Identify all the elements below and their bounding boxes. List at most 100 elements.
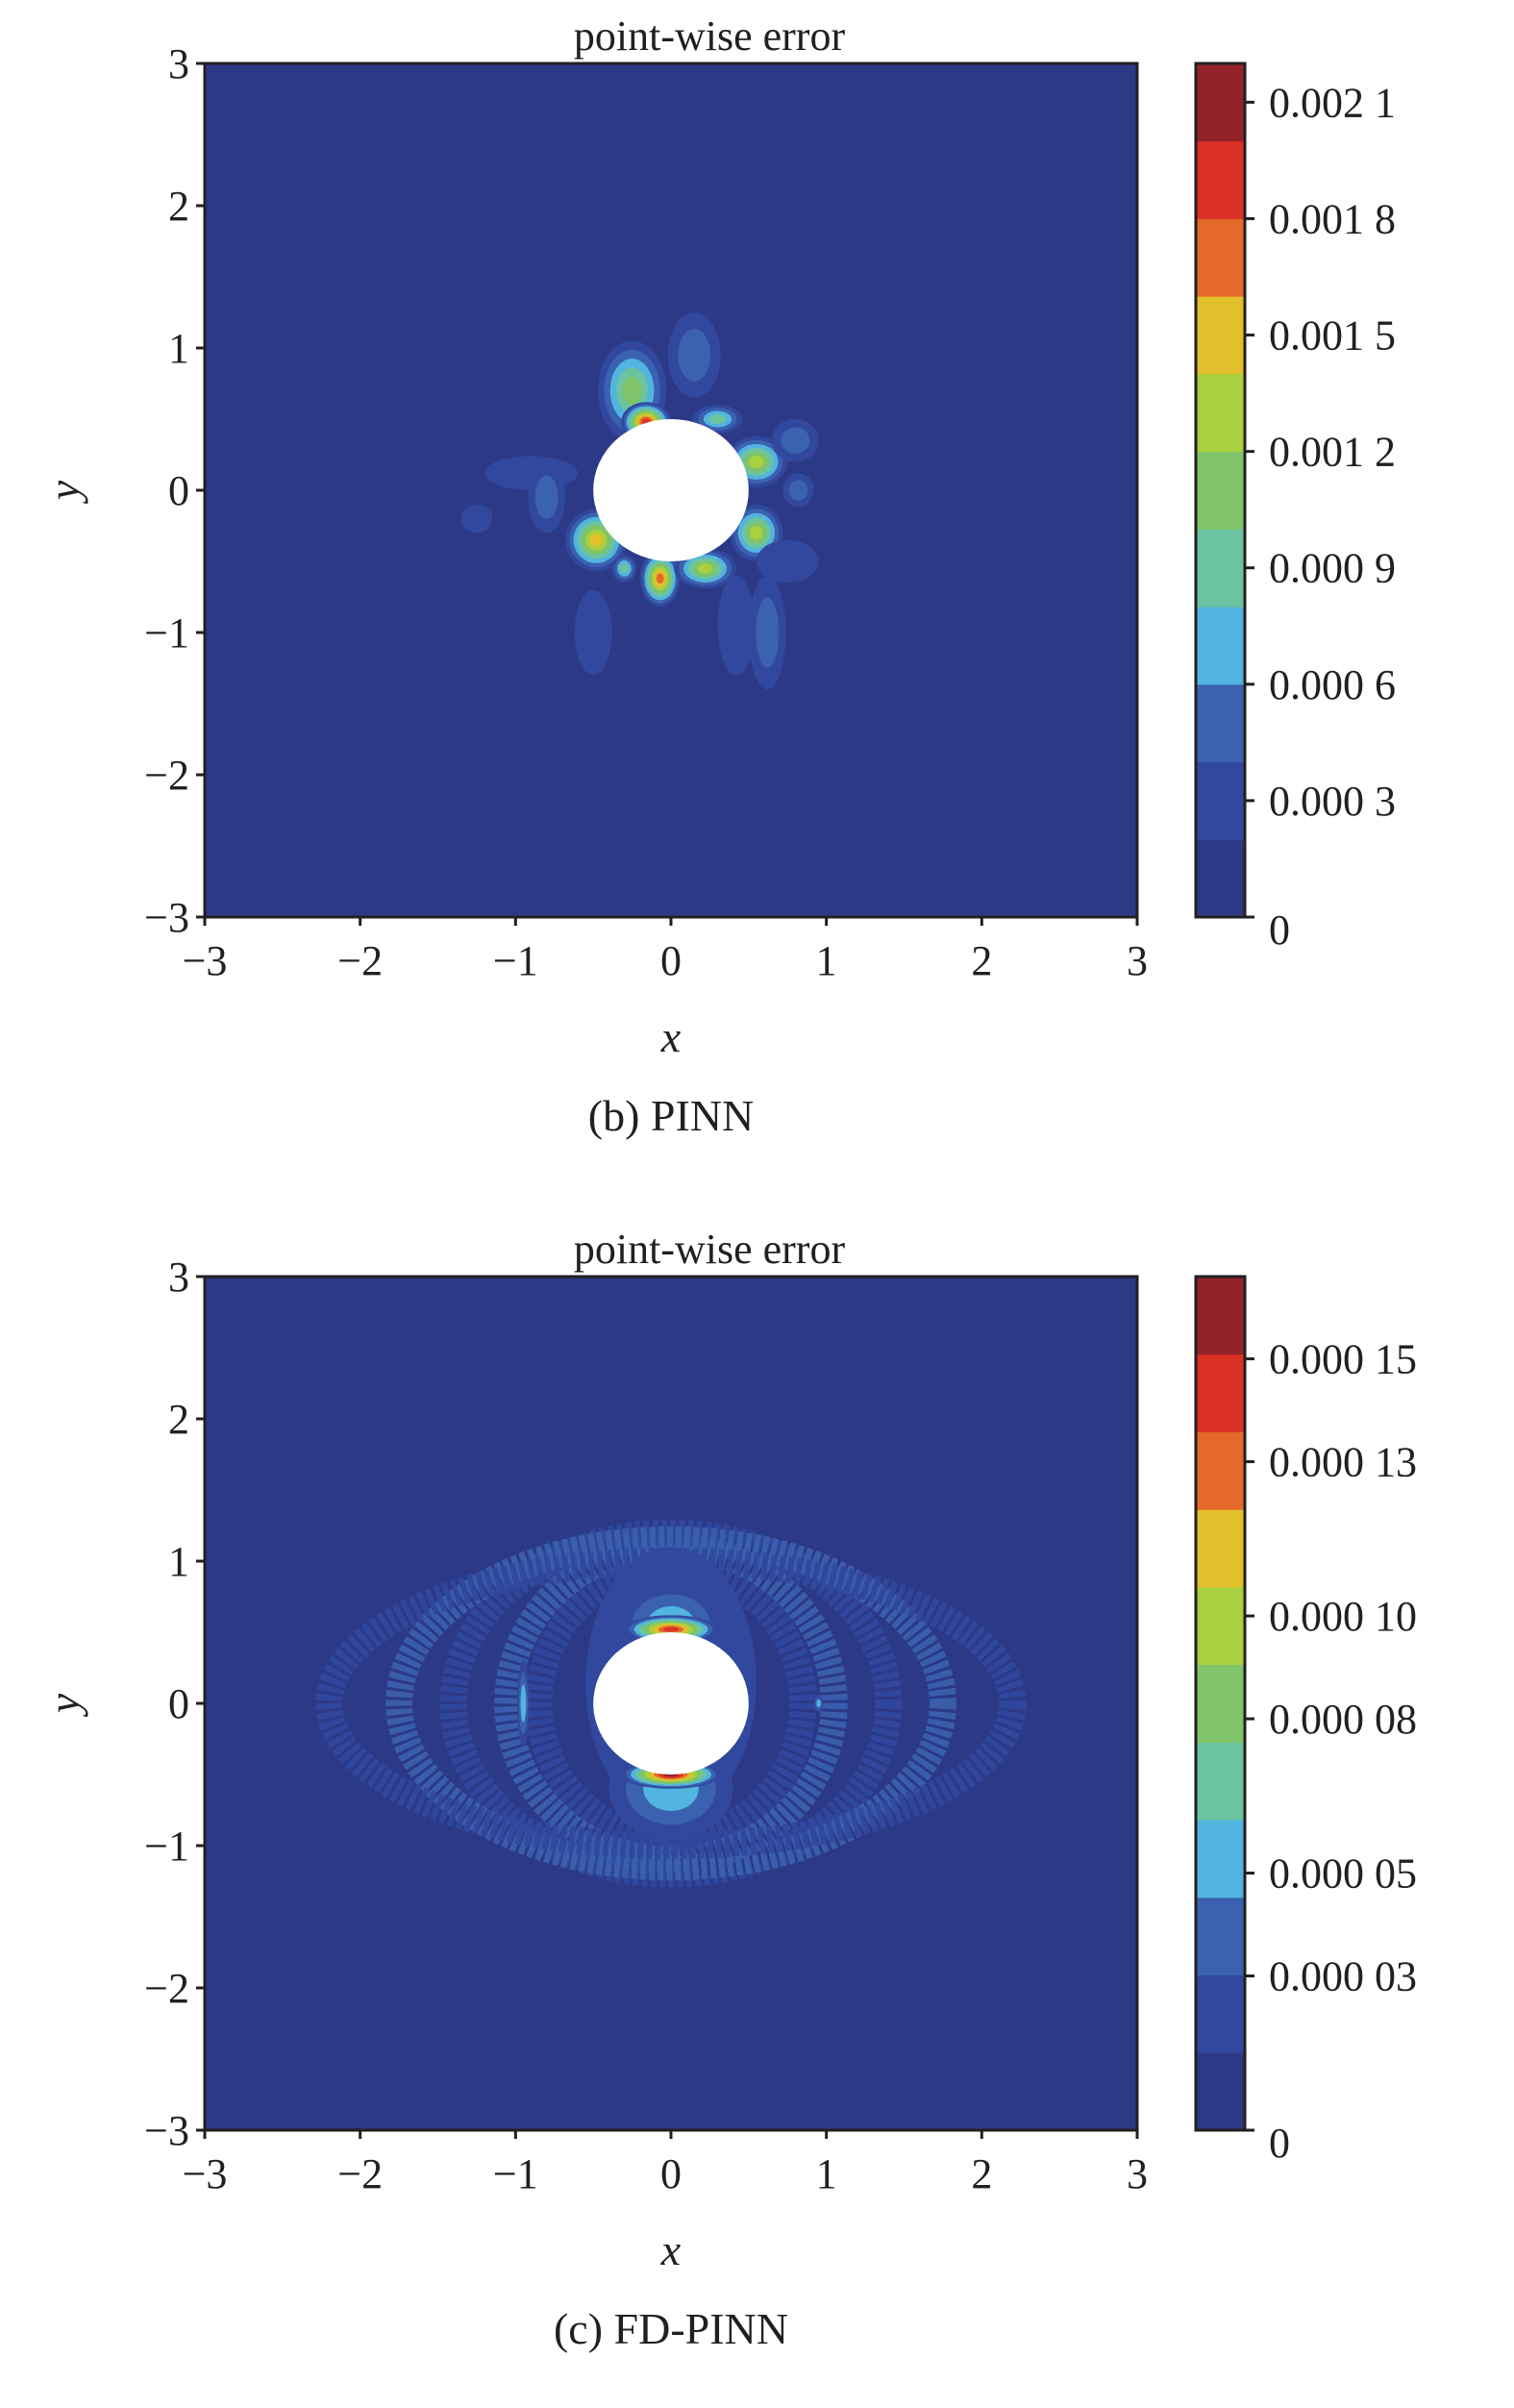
y-tick-label: −1 (144, 609, 189, 657)
colorbar-band-2 (1196, 683, 1245, 763)
colorbar-tick-label: 0.001 2 (1269, 429, 1396, 476)
colorbar-band-0 (1196, 2052, 1245, 2131)
colorbar-tick-label: 0.000 15 (1269, 1336, 1417, 1383)
error-contour-level-2 (781, 427, 810, 454)
error-contour-level-1 (717, 575, 756, 676)
chart-title: point-wise error (574, 12, 846, 60)
x-tick-label: 1 (816, 937, 837, 984)
y-axis-label: y (39, 480, 88, 504)
colorbar-band-4 (1196, 529, 1245, 608)
error-contour-level-6 (697, 563, 713, 574)
error-contour-level-5 (622, 376, 642, 406)
figure-caption: (b) PINN (588, 1091, 754, 1140)
y-tick-label: −2 (144, 1965, 189, 2012)
y-tick-label: 0 (168, 1680, 189, 1727)
colorbar-band-5 (1196, 1664, 1245, 1743)
x-tick-label: 0 (660, 937, 682, 984)
colorbar-band-6 (1196, 373, 1245, 453)
y-tick-label: 0 (168, 467, 189, 514)
colorbar-band-7 (1196, 296, 1245, 375)
colorbar-band-1 (1196, 1974, 1245, 2053)
y-tick-label: −3 (144, 2107, 189, 2154)
colorbar-band-8 (1196, 1431, 1245, 1510)
x-axis-label: x (660, 2225, 682, 2274)
chart-panel-pinn: point-wise error −3 −2 −1 0 1 2 3 −3 −2 −1 0 1 2 3 x y (b… (39, 12, 1396, 1140)
colorbar-tick-label: 0.000 3 (1269, 778, 1396, 825)
y-tick-label: 3 (168, 40, 189, 87)
error-contour-level-4 (708, 413, 727, 425)
colorbar-tick-label: 0.000 08 (1269, 1696, 1417, 1743)
y-tick-label: 2 (168, 1396, 189, 1443)
colorbar-frame (1194, 1275, 1247, 2132)
colorbar-tick-label: 0.002 1 (1269, 79, 1396, 126)
error-contour-level-7 (589, 533, 604, 547)
x-tick-label: 3 (1127, 2150, 1148, 2197)
y-tick-label: 3 (168, 1254, 189, 1301)
colorbar-tick-label: 0 (1269, 2120, 1290, 2167)
x-tick-label: 3 (1127, 937, 1148, 984)
colorbar-tick-label: 0 (1269, 906, 1290, 954)
figure-caption: (c) FD-PINN (554, 2304, 788, 2353)
colorbar-frame (1194, 62, 1247, 919)
colorbar-band-8 (1196, 218, 1245, 297)
error-contour-level-3 (520, 1684, 527, 1723)
colorbar-band-3 (1196, 607, 1245, 685)
colorbar-band-9 (1196, 140, 1245, 219)
colorbar-band-1 (1196, 761, 1245, 840)
error-ring (385, 1526, 956, 1881)
y-tick-label: −2 (144, 752, 189, 799)
colorbar-band-0 (1196, 839, 1245, 918)
x-tick-label: −3 (183, 2150, 228, 2197)
colorbar-tick-label: 0.000 05 (1269, 1850, 1417, 1898)
colorbar-band-7 (1196, 1509, 1245, 1588)
error-contour-level-2 (788, 480, 808, 501)
x-tick-label: 1 (816, 2150, 837, 2197)
error-contour-level-8 (656, 573, 664, 584)
colorbar-band-9 (1196, 1353, 1245, 1432)
y-tick-label: −3 (144, 894, 189, 941)
error-contour-level-2 (534, 475, 558, 520)
colorbar-band-10 (1196, 1277, 1245, 1355)
x-tick-label: −1 (493, 2150, 538, 2197)
y-tick-label: 2 (168, 183, 189, 230)
y-axis-label: y (39, 1693, 88, 1717)
error-contour-level-9 (662, 1626, 680, 1632)
heatmap-area (205, 1277, 1137, 2130)
x-tick-label: 2 (971, 2150, 992, 2197)
error-contour-level-2 (756, 597, 780, 668)
x-tick-label: 0 (660, 2150, 682, 2197)
colorbar-band-10 (1196, 63, 1245, 142)
error-contour-level-2 (678, 329, 711, 382)
error-contour-level-6 (749, 455, 764, 468)
y-tick-label: 1 (168, 1538, 189, 1585)
heatmap-area (205, 63, 1137, 917)
error-contour-level-6 (750, 526, 763, 540)
x-axis-label: x (660, 1012, 682, 1061)
x-tick-label: −3 (183, 937, 228, 984)
x-tick-label: −1 (493, 937, 538, 984)
error-contour-level-4 (620, 563, 629, 574)
colorbar-band-2 (1196, 1897, 1245, 1976)
obstacle-circle (593, 419, 749, 561)
chart-title: point-wise error (574, 1226, 846, 1273)
colorbar-band-4 (1196, 1742, 1245, 1821)
y-tick-label: −1 (144, 1823, 189, 1870)
x-tick-label: 2 (971, 937, 992, 984)
error-contour-level-1 (460, 504, 493, 534)
colorbar-tick-label: 0.001 5 (1269, 312, 1396, 360)
colorbar-tick-label: 0.000 10 (1269, 1593, 1417, 1640)
colorbar-tick-label: 0.000 9 (1269, 545, 1396, 592)
x-tick-label: −2 (337, 937, 383, 984)
error-ring (525, 1554, 817, 1852)
error-contour-level-3 (816, 1700, 821, 1707)
colorbar-band-3 (1196, 1820, 1245, 1899)
y-tick-label: 1 (168, 325, 189, 372)
error-contour-level-1 (574, 589, 612, 676)
error-contour-level-1 (756, 539, 819, 583)
chart-panel-fd-pinn: point-wise error −3 −2 −1 0 1 2 3 −3 −2 −1 0 1 2 3 x y (c… (39, 1226, 1417, 2353)
colorbar-tick-label: 0.000 13 (1269, 1439, 1417, 1486)
colorbar-band-6 (1196, 1586, 1245, 1666)
colorbar-tick-label: 0.000 6 (1269, 661, 1396, 708)
x-tick-label: −2 (337, 2150, 383, 2197)
